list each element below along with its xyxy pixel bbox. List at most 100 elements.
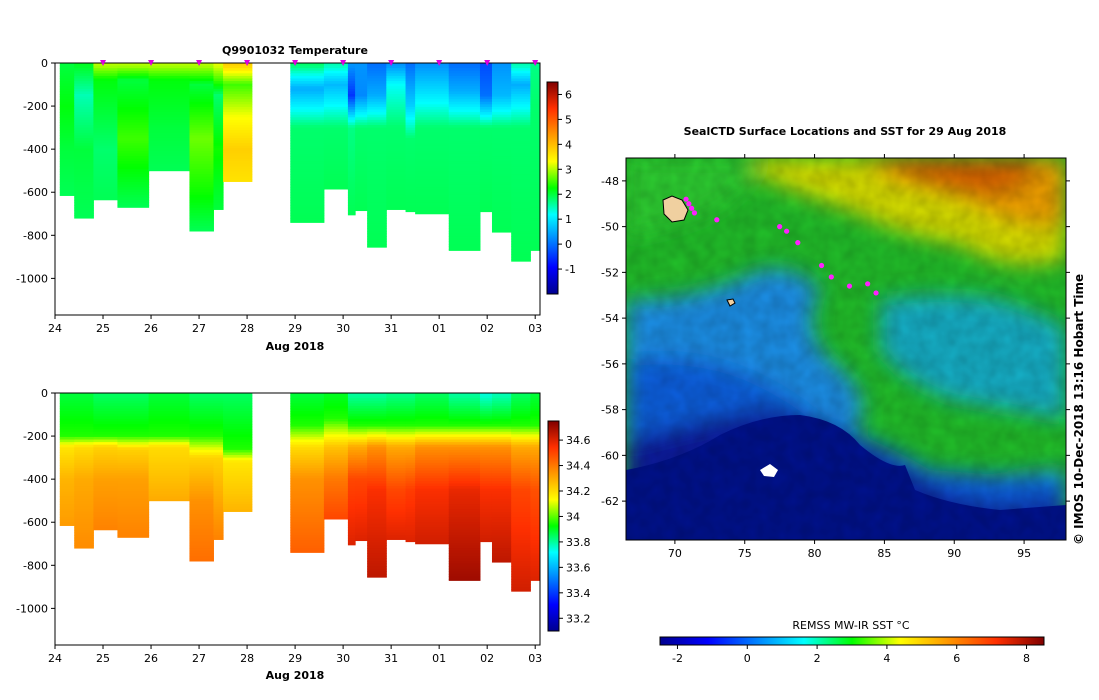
profile-cell <box>148 465 190 469</box>
profile-cell <box>386 96 407 100</box>
profile-cell <box>74 174 94 178</box>
profile-column <box>415 393 450 545</box>
profile-cell <box>530 457 540 461</box>
profile-cell <box>448 480 481 484</box>
profile-cell <box>491 70 512 74</box>
profile-cell <box>405 65 416 69</box>
profile-cell <box>74 104 94 108</box>
profile-cell <box>189 125 214 129</box>
profile-cell <box>223 424 253 428</box>
profile-cell <box>405 444 416 448</box>
profile-cell <box>117 70 150 74</box>
profile-cell <box>213 413 224 417</box>
profile-cell <box>479 535 493 539</box>
profile-cell <box>290 153 325 157</box>
profile-cell <box>367 65 387 69</box>
profile-cell <box>479 491 493 495</box>
profile-cell <box>448 498 481 503</box>
profile-cell <box>530 215 540 219</box>
profile-cell <box>189 184 214 188</box>
profile-cell <box>117 514 150 518</box>
profile-cell <box>93 467 118 472</box>
profile-cell <box>448 506 481 510</box>
profile-cell <box>213 163 224 167</box>
profile-cell <box>479 135 493 139</box>
profile-cell <box>347 86 356 90</box>
profile-cell <box>448 127 481 131</box>
profile-cell <box>448 197 481 201</box>
profile-cell <box>448 426 481 430</box>
profile-cell <box>415 444 450 448</box>
profile-marker <box>340 60 347 66</box>
profile-cell <box>117 91 150 95</box>
profile-cell <box>367 555 387 559</box>
profile-cell <box>223 96 253 100</box>
profile-cell <box>511 421 531 425</box>
profile-cell <box>59 179 75 183</box>
profile-column <box>448 393 481 581</box>
profile-cell <box>93 455 118 459</box>
profile-cell <box>479 202 493 206</box>
profile-cell <box>59 125 75 129</box>
profile-cell <box>530 114 540 118</box>
profile-cell <box>93 452 118 456</box>
profile-cell <box>290 148 325 152</box>
profile-cell <box>189 119 214 123</box>
profile-cell <box>347 511 356 515</box>
profile-cell <box>405 517 416 521</box>
temperature-section-panel: Q9901032 Temperature 24 25 26 27 28 29 30 31 01 0… <box>16 44 576 353</box>
profile-cell <box>93 434 118 438</box>
profile-cell <box>117 83 150 87</box>
profile-cell <box>367 475 387 479</box>
profile-cell <box>415 473 450 477</box>
profile-cell <box>290 112 325 116</box>
profile-cell <box>148 467 190 472</box>
profile-cell <box>405 189 416 193</box>
profile-cell <box>213 465 224 469</box>
profile-cell <box>367 163 387 167</box>
profile-cell <box>117 63 150 67</box>
profile-cell <box>347 143 356 147</box>
profile-cell <box>323 184 349 188</box>
profile-cell <box>189 187 214 191</box>
profile-cell <box>323 73 349 77</box>
profile-cell <box>59 473 75 477</box>
profile-cell <box>491 400 512 404</box>
profile-cell <box>511 540 531 544</box>
profile-cell <box>386 202 407 206</box>
profile-cell <box>386 504 407 508</box>
profile-cell <box>347 88 356 92</box>
profile-cell <box>148 127 190 131</box>
profile-cell <box>189 207 214 211</box>
profile-cell <box>213 184 224 188</box>
profile-cell <box>74 192 94 196</box>
profile-cell <box>386 75 407 80</box>
profile-cell <box>148 493 190 497</box>
profile-cell <box>213 112 224 116</box>
profile-cell <box>511 174 531 178</box>
profile-cell <box>223 106 253 111</box>
profile-cell <box>74 163 94 167</box>
profile-cell <box>323 460 349 464</box>
profile-cell <box>290 187 325 191</box>
profile-cell <box>148 75 190 80</box>
profile-cell <box>491 421 512 425</box>
profile-cell <box>355 194 368 198</box>
seal-location-dot <box>828 274 834 280</box>
profile-cell <box>290 117 325 121</box>
seal-location-dot <box>784 228 790 234</box>
profile-cell <box>189 130 214 134</box>
profile-cell <box>511 470 531 474</box>
profile-cell <box>386 184 407 188</box>
profile-cell <box>355 405 368 410</box>
profile-cell <box>347 447 356 451</box>
profile-cell <box>148 135 190 139</box>
profile-cell <box>491 218 512 222</box>
profile-cell <box>405 125 416 129</box>
profile-cell <box>189 405 214 410</box>
profile-cell <box>223 491 253 495</box>
profile-cell <box>59 174 75 178</box>
profile-cell <box>117 504 150 508</box>
profile-cell <box>213 496 224 500</box>
profile-cell <box>59 109 75 113</box>
